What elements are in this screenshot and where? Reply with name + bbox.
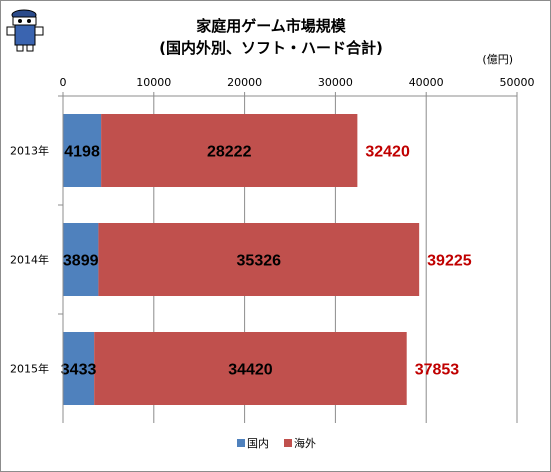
- category-label: 2013年: [10, 144, 49, 158]
- x-tick-label: 50000: [500, 76, 535, 89]
- bar-overseas: [94, 332, 407, 405]
- chart-title: 家庭用ゲーム市場規模: [196, 17, 347, 35]
- chart-subtitle: (国内外別、ソフト・ハード合計): [159, 39, 383, 57]
- category-label: 2015年: [10, 362, 49, 376]
- legend-swatch-domestic: [237, 439, 245, 447]
- x-tick-label: 0: [60, 76, 67, 89]
- data-label-overseas: 34420: [228, 362, 273, 379]
- bars: [63, 114, 420, 405]
- data-label-overseas: 28222: [207, 144, 252, 161]
- data-label-overseas: 35326: [237, 253, 282, 270]
- bar-overseas: [101, 114, 358, 187]
- legend-swatch-overseas: [284, 439, 292, 447]
- total-label: 39225: [427, 253, 472, 270]
- data-labels: 4198 28222 32420 3899 35326 39225 3433 34420 378…: [61, 144, 472, 379]
- data-label-domestic: 3433: [61, 362, 97, 379]
- category-labels: 2013年 2014年 2015年: [10, 95, 63, 376]
- x-axis-ticks: 0 10000 20000 30000 40000 50000: [60, 76, 535, 96]
- data-label-domestic: 3899: [63, 253, 99, 270]
- unit-label: (億円): [482, 53, 513, 66]
- bar-domestic: [63, 332, 95, 405]
- total-label: 32420: [365, 144, 410, 161]
- x-tick-label: 40000: [409, 76, 444, 89]
- category-label: 2014年: [10, 253, 49, 267]
- bar-overseas: [98, 223, 420, 296]
- bar-domestic: [63, 114, 102, 187]
- legend: 国内 海外: [237, 436, 316, 450]
- data-label-domestic: 4198: [64, 144, 100, 161]
- legend-label-overseas: 海外: [294, 436, 316, 450]
- mascot-logo: [6, 9, 44, 52]
- x-tick-label: 10000: [136, 76, 171, 89]
- x-tick-label: 20000: [227, 76, 262, 89]
- bar-domestic: [63, 223, 99, 296]
- legend-label-domestic: 国内: [247, 436, 269, 450]
- total-label: 37853: [415, 362, 460, 379]
- axes: [62, 95, 517, 423]
- x-tick-label: 30000: [318, 76, 353, 89]
